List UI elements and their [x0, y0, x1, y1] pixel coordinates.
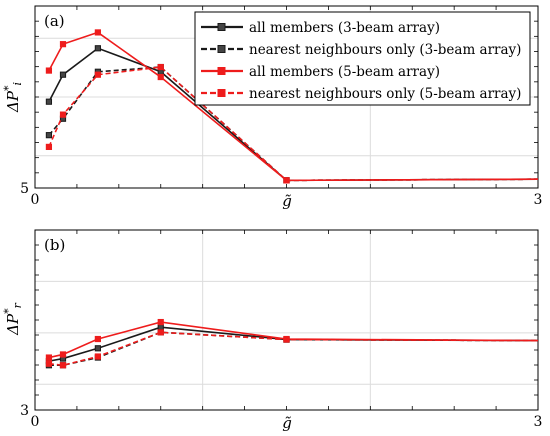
data-point [157, 324, 164, 331]
legend-box [194, 11, 531, 106]
y-axis-label-b: ΔP*r [2, 302, 24, 335]
legend: all members (3-beam array) nearest neighb… [194, 11, 531, 106]
data-point [94, 335, 101, 343]
ticks-a: 0 3 5 [20, 6, 542, 208]
data-point [94, 353, 101, 360]
legend-marker [217, 67, 226, 75]
y-tick-label: 3 [20, 403, 29, 419]
legend-label: nearest neighbours only (5-beam array) [249, 86, 521, 102]
legend-label: nearest neighbours only (3-beam array) [249, 42, 521, 58]
data-point [94, 71, 101, 78]
legend-label: all members (3-beam array) [249, 20, 440, 36]
series-a [45, 29, 539, 184]
legend-label: all members (5-beam array) [249, 64, 440, 80]
panel-b: 0 33 (b) ΔP*r g̃ [2, 229, 542, 432]
legend-marker [217, 23, 226, 31]
svg-text:ΔP*i: ΔP*i [2, 82, 24, 113]
data-point [59, 351, 67, 358]
x-tick-label: 0 [31, 192, 40, 208]
data-point [283, 177, 290, 184]
data-point [45, 98, 53, 105]
series-line [48, 331, 539, 367]
series-line [48, 66, 539, 182]
y-axis-label-a: ΔP*i [2, 82, 24, 113]
x-tick-label: 0 [31, 414, 40, 430]
legend-marker [217, 89, 226, 97]
data-point [283, 336, 290, 343]
x-axis-label-b: g̃ [282, 414, 292, 432]
data-point [59, 41, 67, 48]
legend-marker [217, 45, 226, 53]
data-point [94, 29, 101, 36]
x-axis-label-a: g̃ [282, 192, 292, 210]
series-line [48, 331, 539, 367]
data-point [45, 67, 53, 74]
data-point [45, 354, 53, 361]
data-point [59, 71, 67, 78]
data-point [59, 362, 67, 369]
x-tick-label: 3 [534, 192, 543, 208]
data-point [94, 345, 101, 352]
data-point [45, 360, 53, 367]
panel-label-b: (b) [44, 236, 65, 254]
panel-label-a: (a) [44, 12, 65, 30]
x-tick-label: 3 [534, 414, 543, 430]
grid-b [35, 230, 538, 410]
data-point [157, 73, 164, 81]
svg-text:ΔP*r: ΔP*r [2, 302, 24, 335]
series-b [45, 318, 539, 369]
data-point [157, 63, 164, 71]
ticks-b: 0 33 [20, 230, 542, 430]
data-point [157, 318, 164, 326]
data-point [59, 111, 67, 118]
panel-a: 0 3 5 (a) ΔP*i g̃ all members (3-beam arra… [2, 5, 542, 210]
y-tick-label: 5 [20, 181, 29, 197]
data-point [45, 143, 53, 151]
axes-frame-b [34, 229, 539, 411]
data-point [45, 132, 53, 139]
data-point [94, 45, 101, 52]
data-point [157, 329, 164, 336]
